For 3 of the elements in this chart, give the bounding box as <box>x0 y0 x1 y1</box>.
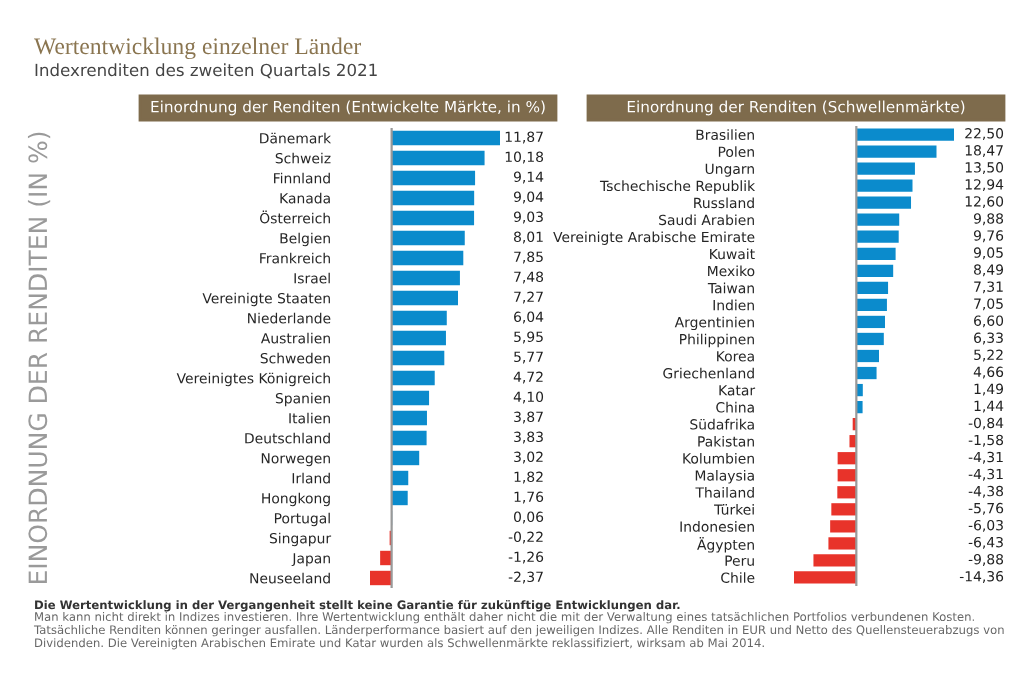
text: Wertentwicklung einzelner Länder <box>34 37 361 60</box>
y-axis-title: EINORDNUNG DER RENDITEN (IN %) <box>27 132 51 584</box>
text: Indexrenditen des zweiten Quartals 2021 <box>35 63 377 79</box>
